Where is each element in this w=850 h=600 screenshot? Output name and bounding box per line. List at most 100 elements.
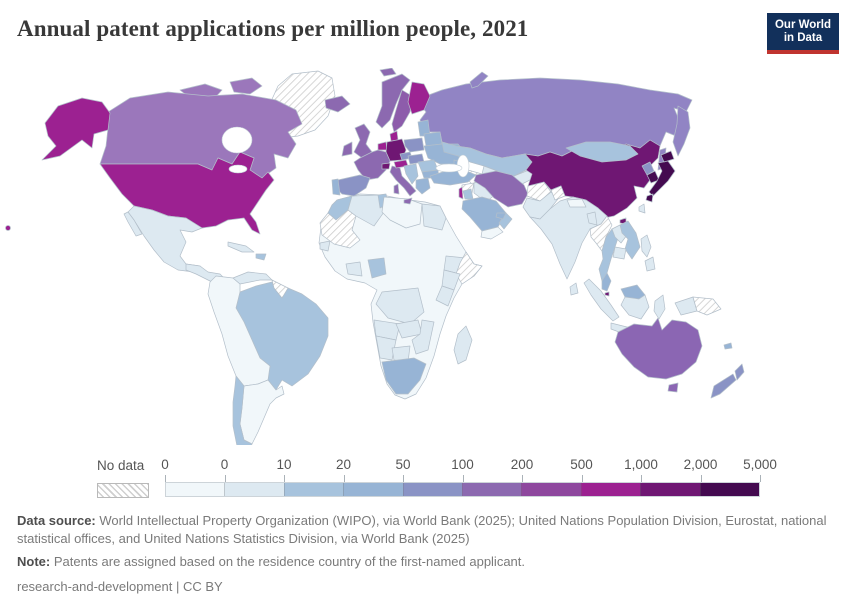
country-vietnam[interactable] <box>619 220 641 260</box>
country-oman[interactable] <box>498 212 513 230</box>
legend-tick-label: 100 <box>451 457 474 472</box>
country-tanzania[interactable] <box>435 285 455 307</box>
country-nigeria[interactable] <box>367 257 387 279</box>
country-israel[interactable] <box>458 186 464 200</box>
footer-source-label: Data source: <box>17 513 96 528</box>
legend-band[interactable] <box>640 483 700 496</box>
legend-tick-mark <box>224 475 226 482</box>
legend-tick-label: 0 <box>161 457 169 472</box>
world-map-svg <box>5 68 745 445</box>
country-hawaii[interactable] <box>5 225 11 231</box>
legend-band[interactable] <box>343 483 403 496</box>
country-greece[interactable] <box>415 177 431 195</box>
country-thailand[interactable] <box>598 228 620 282</box>
country-poland[interactable] <box>403 137 425 153</box>
country-venezuela[interactable] <box>232 271 273 285</box>
country-baja-california[interactable] <box>123 211 143 237</box>
country-yemen[interactable] <box>480 226 504 240</box>
country-guyanas[interactable] <box>271 279 289 299</box>
country-russia-kamchatka[interactable] <box>672 105 691 157</box>
country-cuba[interactable] <box>227 241 255 253</box>
country-singapore[interactable] <box>604 291 610 297</box>
country-france[interactable] <box>353 149 391 181</box>
country-argentina[interactable] <box>239 379 285 445</box>
country-north-korea[interactable] <box>641 161 655 176</box>
legend-tick-mark <box>462 475 464 482</box>
country-chile[interactable] <box>232 375 253 445</box>
legend-no-data[interactable]: No data <box>97 457 149 498</box>
country-iran[interactable] <box>473 170 529 208</box>
country-russia-novaya-zemlya[interactable] <box>469 71 489 89</box>
country-western-sahara-mali[interactable] <box>319 209 361 249</box>
owid-logo-line1: Our World <box>774 19 831 31</box>
country-portugal[interactable] <box>331 178 341 196</box>
country-norway[interactable] <box>375 73 411 129</box>
country-egypt[interactable] <box>421 203 447 231</box>
legend-tick-mark <box>343 475 345 482</box>
legend-band[interactable] <box>224 483 284 496</box>
country-australia[interactable] <box>614 317 703 393</box>
legend-band[interactable] <box>462 483 522 496</box>
country-cambodia[interactable] <box>612 246 627 260</box>
country-senegal[interactable] <box>319 240 331 252</box>
owid-logo-line2: in Data <box>783 32 823 44</box>
legend-band[interactable] <box>699 483 760 496</box>
country-south-africa[interactable] <box>381 357 427 395</box>
legend-band[interactable] <box>402 483 463 496</box>
country-namibia[interactable] <box>375 335 397 361</box>
country-mozambique[interactable] <box>411 319 435 355</box>
country-madagascar[interactable] <box>453 325 473 365</box>
country-nepal[interactable] <box>566 198 587 208</box>
country-new-caledonia[interactable] <box>723 342 733 350</box>
map-footer: Data source: World Intellectual Property… <box>17 512 835 596</box>
country-uae[interactable] <box>495 212 507 220</box>
country-new-zealand[interactable] <box>710 363 745 399</box>
footer-ccby-link[interactable]: CC BY <box>182 579 223 594</box>
country-ghana[interactable] <box>345 261 363 277</box>
country-switzerland[interactable] <box>381 162 391 170</box>
country-belarus[interactable] <box>423 131 443 147</box>
legend-tick-mark <box>522 475 523 482</box>
black-sea <box>435 163 463 173</box>
country-italy[interactable] <box>389 165 417 205</box>
hudson-bay <box>221 126 253 154</box>
country-sri-lanka[interactable] <box>569 282 579 296</box>
page-title: Annual patent applications per million p… <box>17 16 529 41</box>
owid-logo[interactable]: Our World in Data <box>766 13 839 54</box>
legend-band[interactable] <box>521 483 581 496</box>
legend-band[interactable] <box>580 483 641 496</box>
legend-tick-label: 10 <box>276 457 292 472</box>
country-western-balkans[interactable] <box>403 163 419 185</box>
country-jordan[interactable] <box>462 188 474 200</box>
legend-scale: 0 0 10 20 50 100 200 500 1,000 2,000 5,000 <box>161 457 777 497</box>
country-philippines[interactable] <box>640 234 656 272</box>
legend-tick-mark <box>700 475 702 482</box>
country-japan[interactable] <box>645 150 676 203</box>
country-kashmir[interactable] <box>550 185 566 201</box>
country-svalbard[interactable] <box>379 68 397 77</box>
country-united-kingdom[interactable] <box>353 123 373 159</box>
country-laos[interactable] <box>611 224 628 244</box>
footer-slug-link[interactable]: research-and-development <box>17 579 173 594</box>
footer-note-label: Note: <box>17 554 51 569</box>
country-somalia[interactable] <box>455 251 483 285</box>
legend-no-data-swatch[interactable] <box>97 483 149 498</box>
country-finland[interactable] <box>407 81 431 115</box>
legend-band[interactable] <box>166 483 225 496</box>
legend-bands <box>165 482 760 497</box>
country-hispaniola[interactable] <box>255 253 267 261</box>
legend-tick-label: 200 <box>510 457 534 472</box>
footer-license-separator: | <box>172 579 183 594</box>
country-alaska[interactable] <box>41 97 111 161</box>
country-iceland[interactable] <box>324 95 351 113</box>
country-taiwan[interactable] <box>638 203 646 214</box>
country-denmark[interactable] <box>389 130 399 142</box>
legend-band[interactable] <box>283 483 344 496</box>
country-bangladesh[interactable] <box>586 211 598 226</box>
legend-tick-mark <box>284 475 285 482</box>
country-papua-new-guinea[interactable] <box>692 296 722 316</box>
country-ireland[interactable] <box>341 141 353 157</box>
country-mongolia[interactable] <box>565 141 639 163</box>
country-benelux[interactable] <box>377 141 388 151</box>
legend-tick-mark <box>403 475 404 482</box>
